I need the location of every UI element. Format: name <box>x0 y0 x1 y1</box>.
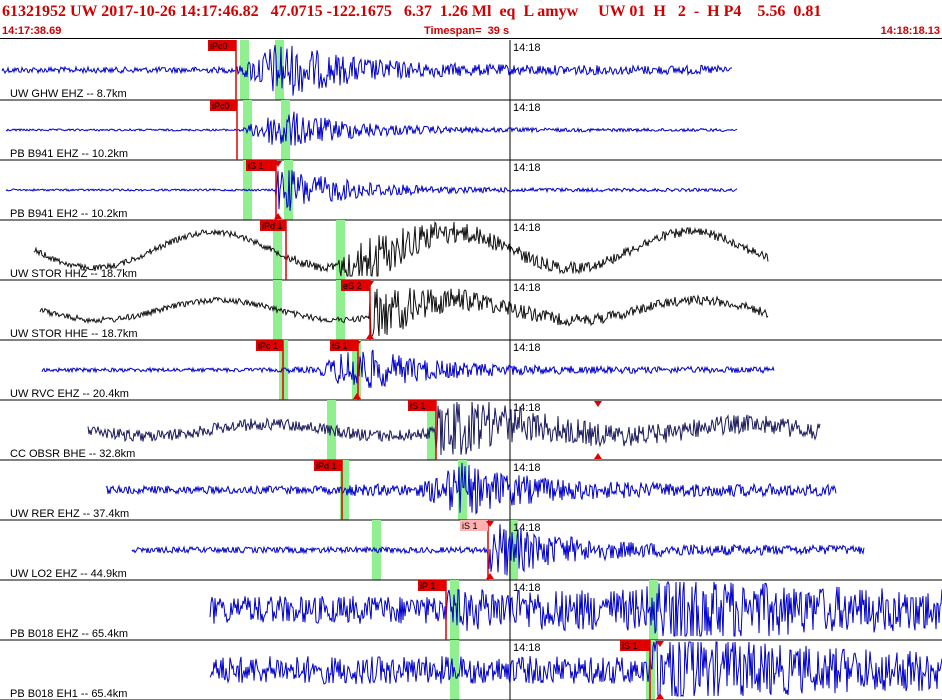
station-label: PB B018 EH1 -- 65.4km <box>10 688 127 700</box>
minute-label: 14:18 <box>513 582 541 594</box>
waveform-trace <box>105 462 837 515</box>
phase-window-marker <box>281 100 290 160</box>
phase-pick-flag[interactable] <box>418 580 446 591</box>
arrival-triangle-bottom <box>353 393 361 399</box>
minute-label: 14:18 <box>513 642 541 654</box>
phase-pick-label: iS 1 <box>622 641 638 651</box>
trace-panel[interactable]: 14:18 iS 1 PB B941 EH2 -- 10.2km <box>0 160 942 221</box>
station-label: UW RER EHZ -- 37.4km <box>10 508 129 520</box>
station-label: UW STOR HHE -- 18.7km <box>10 328 138 340</box>
trace-panel[interactable]: 14:18 eS 2 UW STOR HHE -- 18.7km <box>0 280 942 341</box>
trace-panel[interactable]: 14:18 iPd 1 UW STOR HHZ -- 18.7km <box>0 220 942 281</box>
event-title: 61321952 UW 2017-10-26 14:17:46.82 47.07… <box>2 3 822 20</box>
waveform-trace <box>131 524 865 576</box>
phase-pick-flag[interactable] <box>620 640 650 651</box>
minute-label: 14:18 <box>513 402 541 414</box>
trace-panel[interactable]: 14:18 iPc 1 iS 1 UW RVC EHZ -- 20.4km <box>0 340 942 401</box>
phase-pick-label: eS 2 <box>343 281 362 291</box>
waveform-trace <box>87 401 821 456</box>
phase-pick-label: iPc0 <box>212 101 230 111</box>
phase-window-marker <box>458 460 467 520</box>
station-label: PB B018 EHZ -- 65.4km <box>10 628 128 640</box>
event-header: 61321952 UW 2017-10-26 14:17:46.82 47.07… <box>0 0 942 40</box>
phase-pick-label: iS 1 <box>462 521 478 531</box>
phase-pick-label: iS 1 <box>248 161 264 171</box>
phase-window-marker <box>450 580 459 640</box>
arrival-triangle-top <box>274 161 282 167</box>
phase-window-marker <box>336 220 345 280</box>
trace-panel[interactable]: 14:18 iPc0 PB B941 EHZ -- 10.2km <box>0 100 942 161</box>
arrival-triangle-top <box>594 401 602 407</box>
minute-label: 14:18 <box>513 522 541 534</box>
arrival-triangle-bottom <box>366 333 374 339</box>
arrival-triangle-top <box>486 521 494 527</box>
station-label: UW RVC EHZ -- 20.4km <box>10 388 129 400</box>
trace-panel[interactable]: 14:18 iS 1 PB B018 EH1 -- 65.4km <box>0 640 942 700</box>
trace-panel[interactable]: 14:18 iS 1 UW LO2 EHZ -- 44.9km <box>0 520 942 581</box>
phase-pick-label: iPd 1 <box>316 461 337 471</box>
phase-pick-flag[interactable] <box>460 520 488 531</box>
waveform-trace <box>39 287 769 337</box>
phase-pick-label: iS 1 <box>332 341 348 351</box>
phase-pick-flag[interactable] <box>256 340 283 351</box>
arrival-triangle-top <box>366 281 374 287</box>
waveform-trace <box>5 111 738 146</box>
waveform-trace <box>209 641 942 697</box>
minute-label: 14:18 <box>513 282 541 294</box>
phase-pick-label: iS 1 <box>410 401 426 411</box>
phase-pick-flag[interactable] <box>330 340 358 351</box>
phase-pick-label: iPc0 <box>210 41 228 51</box>
station-label: PB B941 EH2 -- 10.2km <box>10 208 127 220</box>
minute-label: 14:18 <box>513 162 541 174</box>
phase-window-marker <box>273 220 282 280</box>
minute-label: 14:18 <box>513 42 541 54</box>
phase-window-marker <box>352 340 361 400</box>
phase-window-marker <box>240 40 249 100</box>
phase-pick-flag[interactable] <box>246 160 276 171</box>
phase-pick-flag[interactable] <box>208 40 236 51</box>
phase-pick-label: iP 1 <box>420 581 435 591</box>
trace-panel[interactable]: 14:18 iPd 1 UW RER EHZ -- 37.4km <box>0 460 942 521</box>
arrival-triangle-bottom <box>486 573 494 579</box>
station-label: UW LO2 EHZ -- 44.9km <box>10 568 127 580</box>
station-label: UW STOR HHZ -- 18.7km <box>10 268 137 280</box>
arrival-triangle-bottom <box>656 693 664 699</box>
end-time: 14:18:18.13 <box>880 25 940 37</box>
waveform-trace <box>33 221 769 277</box>
trace-panel[interactable]: 14:18 iPc0 UW GHW EHZ -- 8.7km <box>0 40 942 101</box>
station-label: CC OBSR BHE -- 32.8km <box>10 448 135 460</box>
phase-window-marker <box>327 400 336 460</box>
phase-window-marker <box>336 280 345 340</box>
phase-pick-label: iPc 1 <box>258 341 278 351</box>
waveform-trace <box>1 44 733 96</box>
start-time: 14:17:38.69 <box>2 25 62 37</box>
waveform-trace <box>41 349 775 388</box>
minute-label: 14:18 <box>513 462 541 474</box>
phase-window-marker <box>275 40 284 100</box>
phase-pick-flag[interactable] <box>314 460 342 471</box>
timespan-label: Timespan= 39 s <box>424 25 510 37</box>
minute-label: 14:18 <box>513 222 541 234</box>
phase-pick-flag[interactable] <box>341 280 370 291</box>
phase-pick-flag[interactable] <box>260 220 286 231</box>
header-divider <box>0 38 942 39</box>
arrival-triangle-bottom <box>594 453 602 459</box>
phase-pick-flag[interactable] <box>408 400 436 411</box>
station-label: UW GHW EHZ -- 8.7km <box>10 88 127 100</box>
phase-pick-label: iPd 1 <box>262 221 283 231</box>
waveform-trace <box>209 580 942 637</box>
trace-panel[interactable]: 14:18 iS 1 CC OBSR BHE -- 32.8km <box>0 400 942 461</box>
phase-pick-flag[interactable] <box>210 100 237 111</box>
station-label: PB B941 EHZ -- 10.2km <box>10 148 128 160</box>
arrival-triangle-top <box>353 341 361 347</box>
minute-label: 14:18 <box>513 102 541 114</box>
waveform-trace <box>5 170 738 211</box>
arrival-triangle-bottom <box>274 213 282 219</box>
arrival-triangle-top <box>656 641 664 647</box>
trace-panel[interactable]: 14:18 iP 1 PB B018 EHZ -- 65.4km <box>0 580 942 641</box>
minute-label: 14:18 <box>513 342 541 354</box>
